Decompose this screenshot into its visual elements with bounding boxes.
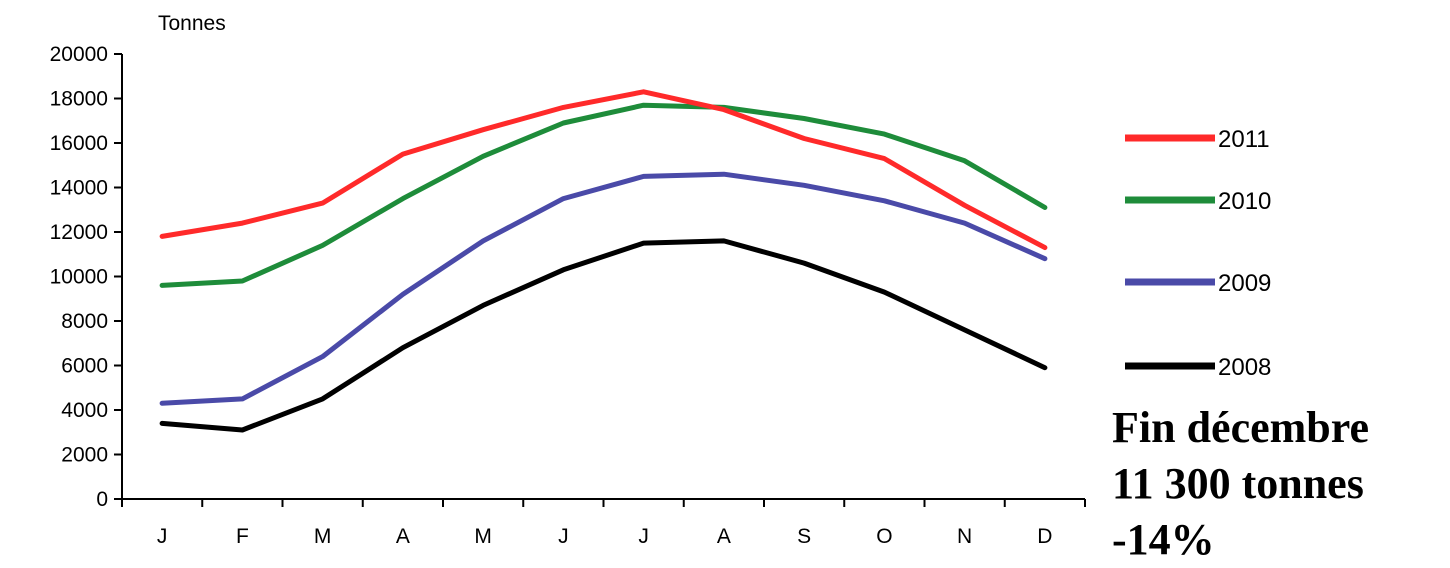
y-axis-title: Tonnes [158,12,226,35]
axes: 0 2000 4000 6000 8000 10000 12000 14000 16000 180… [50,43,1086,548]
x-tick-label: A [396,525,410,548]
x-tick-label: J [157,525,168,548]
x-tick-label: F [236,525,249,548]
annotation-line-1: Fin décembre [1112,403,1370,452]
y-tick-label: 4000 [61,399,108,422]
series-line-2009 [159,171,1048,406]
legend: 2011 2010 2009 2008 [1125,126,1271,381]
annotation-box: Fin décembre 11 300 tonnes -14% [1112,400,1369,568]
y-tick-label: 16000 [50,132,108,155]
x-tick-label: A [717,525,731,548]
legend-label-2011: 2011 [1218,126,1270,153]
x-tick-label: O [876,525,892,548]
y-tick-label: 10000 [50,266,108,289]
y-tick-label: 12000 [50,221,108,244]
y-tick-label: 14000 [50,177,108,200]
x-tick-label: D [1037,525,1052,548]
x-tick-label: N [957,525,972,548]
series-line-2008 [159,238,1048,433]
series-line-2010 [159,102,1048,288]
y-tick-label: 6000 [61,355,108,378]
legend-label-2010: 2010 [1218,188,1271,215]
legend-label-2008: 2008 [1218,354,1271,381]
y-tick-label: 20000 [50,43,108,66]
y-tick-label: 8000 [61,310,108,333]
y-tick-label: 0 [96,488,108,511]
x-tick-label: S [797,525,811,548]
x-tick-label: M [474,525,492,548]
annotation-line-3: -14% [1112,515,1215,564]
x-tick-label: J [638,525,649,548]
series-line-2011 [159,89,1048,251]
y-tick-label: 18000 [50,88,108,111]
x-tick-label: M [314,525,332,548]
y-tick-label: 2000 [61,444,108,467]
annotation-line-2: 11 300 tonnes [1112,459,1364,508]
x-tick-label: J [558,525,569,548]
series-lines [159,89,1048,433]
legend-label-2009: 2009 [1218,270,1271,297]
